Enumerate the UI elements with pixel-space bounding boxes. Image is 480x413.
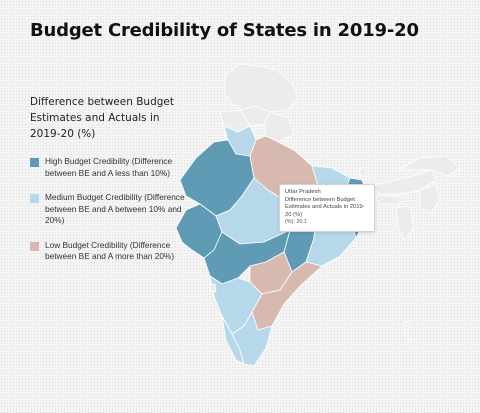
legend-label-medium: Medium Budget Credibility (Difference be… [45,192,185,225]
legend-label-low: Low Budget Credibility (Difference betwe… [45,239,175,262]
tooltip-value-number: 20.1 [296,219,307,226]
tooltip-metric: Difference between Budget Estimates and … [285,196,365,218]
map-title: Budget Credibility of States in 2019-20 [30,20,419,41]
tooltip-state-name: Uttar Pradesh [285,189,321,195]
state-jammu-kashmir-ladakh[interactable] [223,63,299,113]
state-andaman-nicobar[interactable] [404,321,412,347]
state-meghalaya[interactable] [375,195,401,205]
legend: Difference between Budget Estimates and … [30,94,190,276]
state-nagaland-manipur[interactable] [419,183,441,215]
legend-label-high: High Budget Credibility (Difference betw… [45,156,173,178]
legend-swatch-high [30,158,39,167]
legend-swatch-medium [30,194,39,203]
legend-item-low[interactable]: Low Budget Credibility (Difference betwe… [30,240,190,263]
legend-swatch-low [30,241,39,251]
state-arunachal-pradesh[interactable] [397,155,461,177]
legend-item-medium[interactable]: Medium Budget Credibility (Difference be… [30,192,190,227]
state-tooltip: Uttar Pradesh Difference between Budget … [279,184,375,232]
state-assam[interactable] [367,169,437,195]
state-goa[interactable] [209,283,217,293]
state-tamil-nadu[interactable] [231,311,273,367]
legend-heading: Difference between Budget Estimates and … [30,96,174,140]
india-map [175,63,461,367]
state-sikkim[interactable] [359,167,367,177]
legend-item-high[interactable]: High Budget Credibility (Difference betw… [30,156,190,179]
state-tripura-mizoram[interactable] [395,205,415,241]
tooltip-value: (%): 20.1 [285,219,307,226]
